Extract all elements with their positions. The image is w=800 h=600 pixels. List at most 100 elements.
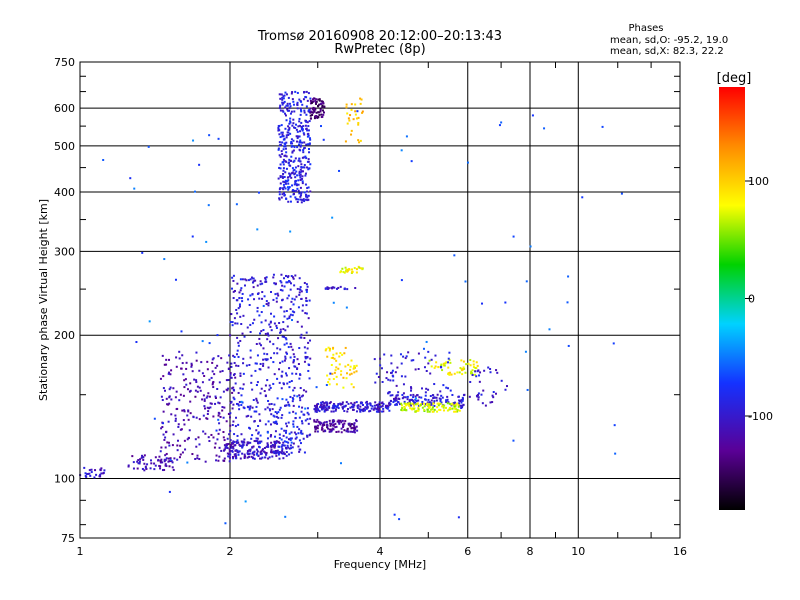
- data-point: [226, 361, 229, 364]
- data-point: [293, 311, 296, 314]
- data-point: [250, 455, 253, 458]
- data-point: [374, 401, 377, 404]
- data-point: [257, 454, 260, 457]
- data-point: [457, 405, 460, 408]
- data-point: [237, 453, 240, 456]
- data-point: [230, 446, 233, 449]
- data-point: [358, 408, 361, 411]
- data-point: [285, 134, 288, 137]
- data-point: [323, 105, 326, 108]
- data-point: [394, 398, 397, 401]
- data-point: [415, 400, 418, 403]
- data-point: [479, 371, 482, 374]
- data-point: [144, 465, 147, 468]
- data-point: [279, 167, 282, 170]
- data-point: [280, 131, 283, 134]
- data-point: [366, 406, 369, 409]
- data-point: [245, 279, 248, 282]
- data-point: [395, 394, 398, 397]
- data-point: [256, 306, 259, 309]
- data-point: [424, 356, 427, 359]
- data-point: [411, 408, 414, 411]
- data-point: [433, 366, 436, 369]
- data-point: [350, 133, 353, 136]
- data-point: [251, 293, 254, 296]
- data-point: [282, 183, 285, 186]
- data-point: [408, 401, 411, 404]
- data-point: [255, 362, 258, 365]
- data-point: [231, 387, 234, 390]
- data-point: [427, 350, 430, 353]
- data-point: [431, 407, 434, 410]
- data-point: [201, 381, 204, 384]
- data-point: [345, 430, 348, 433]
- data-point: [222, 431, 225, 434]
- data-point: [283, 181, 286, 184]
- data-point: [273, 446, 276, 449]
- data-point: [132, 461, 135, 464]
- data-point: [386, 407, 389, 410]
- data-point: [299, 373, 302, 376]
- data-point: [293, 386, 296, 389]
- data-point: [361, 401, 364, 404]
- data-point: [332, 377, 335, 380]
- data-point: [296, 146, 299, 149]
- data-point: [265, 276, 268, 279]
- data-point: [287, 441, 290, 444]
- data-point: [206, 395, 209, 398]
- data-point: [205, 396, 208, 399]
- data-point: [321, 109, 324, 112]
- data-point: [211, 370, 214, 373]
- chart-subtitle: RwPretec (8p): [334, 42, 425, 57]
- data-point: [243, 284, 246, 287]
- y-axis-label: Stationary phase Virtual Height [km]: [37, 199, 50, 401]
- data-point: [284, 145, 287, 148]
- data-point: [179, 393, 182, 396]
- data-point: [375, 372, 378, 375]
- data-point: [267, 457, 270, 460]
- data-point: [329, 347, 332, 350]
- data-point: [174, 278, 177, 281]
- data-point: [397, 397, 400, 400]
- data-point: [247, 453, 250, 456]
- data-point: [299, 160, 302, 163]
- data-point: [446, 398, 449, 401]
- data-point: [207, 204, 210, 207]
- data-point: [242, 443, 245, 446]
- data-point: [359, 139, 362, 142]
- data-point: [167, 420, 170, 423]
- data-point: [394, 396, 397, 399]
- data-point: [460, 399, 463, 402]
- data-point: [159, 450, 162, 453]
- data-point: [260, 330, 263, 333]
- data-point: [244, 278, 247, 281]
- data-point: [388, 391, 391, 394]
- data-point: [284, 182, 287, 185]
- data-point: [236, 312, 239, 315]
- data-point: [161, 425, 164, 428]
- data-point: [495, 369, 498, 372]
- data-point: [292, 189, 295, 192]
- data-point: [345, 106, 348, 109]
- data-point: [179, 453, 182, 456]
- data-point: [345, 103, 348, 106]
- data-point: [158, 455, 161, 458]
- data-point: [429, 372, 432, 375]
- data-point: [436, 393, 439, 396]
- data-point: [318, 98, 321, 101]
- data-point: [285, 310, 288, 313]
- data-point: [353, 431, 356, 434]
- data-point: [298, 347, 301, 350]
- data-point: [360, 98, 363, 101]
- data-point: [168, 460, 171, 463]
- data-point: [337, 286, 340, 289]
- data-point: [417, 368, 420, 371]
- data-point: [467, 362, 470, 365]
- data-point: [357, 139, 360, 142]
- data-point: [256, 228, 259, 231]
- data-point: [303, 109, 306, 112]
- data-point: [436, 402, 439, 405]
- data-point: [456, 410, 459, 413]
- data-point: [300, 432, 303, 435]
- data-point: [395, 402, 398, 405]
